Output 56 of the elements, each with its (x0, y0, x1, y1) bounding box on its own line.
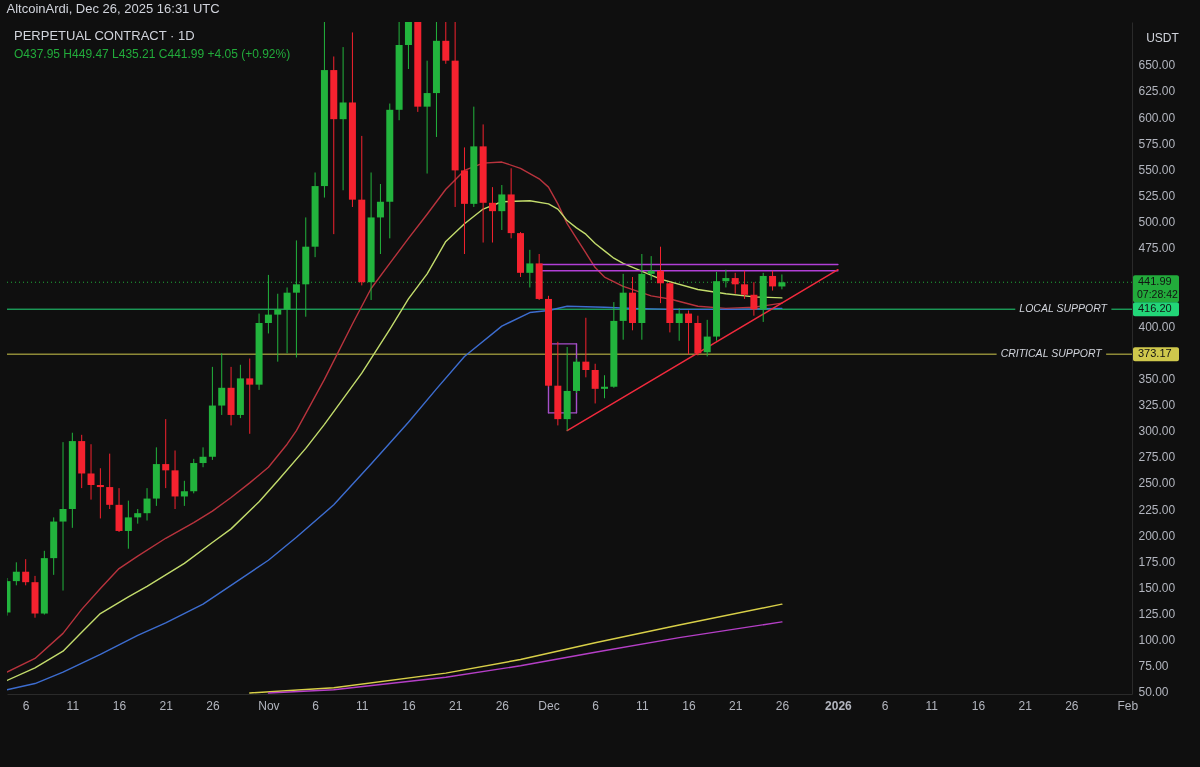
y-tick-label: 75.00 (1138, 659, 1169, 674)
y-tick-label: 175.00 (1138, 554, 1176, 569)
x-tick-label: 16 (971, 698, 986, 713)
y-tick-label: 100.00 (1138, 633, 1176, 648)
x-tick-label: 11 (925, 698, 939, 713)
x-tick-label: 26 (206, 698, 220, 713)
y-tick-label: 200.00 (1138, 528, 1176, 543)
x-tick-label: 21 (159, 698, 174, 713)
chart-title: AltcoinArdi, Dec 26, 2025 16:31 UTC (6, 1, 220, 16)
x-tick-label: 6 (22, 698, 30, 713)
y-tick-label: 650.00 (1138, 58, 1176, 73)
ref-line-label: 373.17 (1138, 347, 1172, 360)
x-tick-label: 21 (1018, 698, 1033, 713)
y-tick-label: 150.00 (1138, 580, 1176, 595)
x-tick-label: 11 (636, 698, 649, 713)
x-tick-label: 16 (112, 698, 127, 713)
y-tick-label: 400.00 (1138, 319, 1176, 334)
y-tick-label: 525.00 (1138, 188, 1176, 203)
annotation: CRITICAL SUPPORT (1000, 347, 1104, 360)
x-tick-label: 26 (1065, 698, 1079, 713)
x-tick-label: 6 (312, 698, 320, 713)
annotation: 07:28:42 (1137, 288, 1179, 301)
x-tick-label: 16 (682, 698, 697, 713)
y-tick-label: 125.00 (1138, 607, 1176, 622)
x-tick-label: Nov (258, 698, 280, 713)
y-tick-label: 275.00 (1138, 450, 1176, 465)
y-tick-label: 300.00 (1138, 424, 1176, 439)
y-tick-label: 500.00 (1138, 215, 1176, 230)
x-tick-label: 26 (775, 698, 790, 713)
y-tick-label: 550.00 (1138, 162, 1176, 177)
x-tick-label: Feb (1117, 698, 1139, 713)
x-tick-label: 6 (881, 698, 889, 713)
x-tick-label: 16 (402, 698, 416, 713)
x-tick-label: 11 (66, 698, 80, 713)
y-tick-label: 250.00 (1138, 476, 1176, 491)
annotation: LOCAL SUPPORT (1019, 302, 1109, 315)
ref-line-label: 441.99 (1138, 275, 1172, 288)
y-axis-title: USDT (1146, 30, 1180, 45)
x-tick-label: Dec (538, 698, 560, 713)
x-tick-label: 21 (448, 698, 463, 713)
x-tick-label: 21 (729, 698, 743, 713)
y-tick-label: 50.00 (1138, 685, 1169, 700)
chart-subtitle: PERPETUAL CONTRACT · 1D (14, 28, 195, 43)
annotation: O437.95 H449.47 L435.21 C441.99 +4.05 (+0.92%) (14, 47, 291, 61)
y-tick-label: 325.00 (1138, 398, 1176, 413)
ref-line-label: 416.20 (1138, 302, 1172, 315)
y-tick-label: 625.00 (1138, 84, 1176, 99)
x-tick-label: 11 (356, 698, 369, 713)
y-tick-label: 475.00 (1138, 241, 1176, 256)
x-tick-label: 2026 (825, 698, 853, 713)
y-tick-label: 350.00 (1138, 371, 1176, 386)
y-tick-label: 575.00 (1138, 136, 1176, 151)
x-tick-label: 6 (592, 698, 600, 713)
x-tick-label: 26 (495, 698, 510, 713)
y-tick-label: 600.00 (1138, 110, 1176, 125)
y-tick-label: 225.00 (1138, 502, 1176, 517)
